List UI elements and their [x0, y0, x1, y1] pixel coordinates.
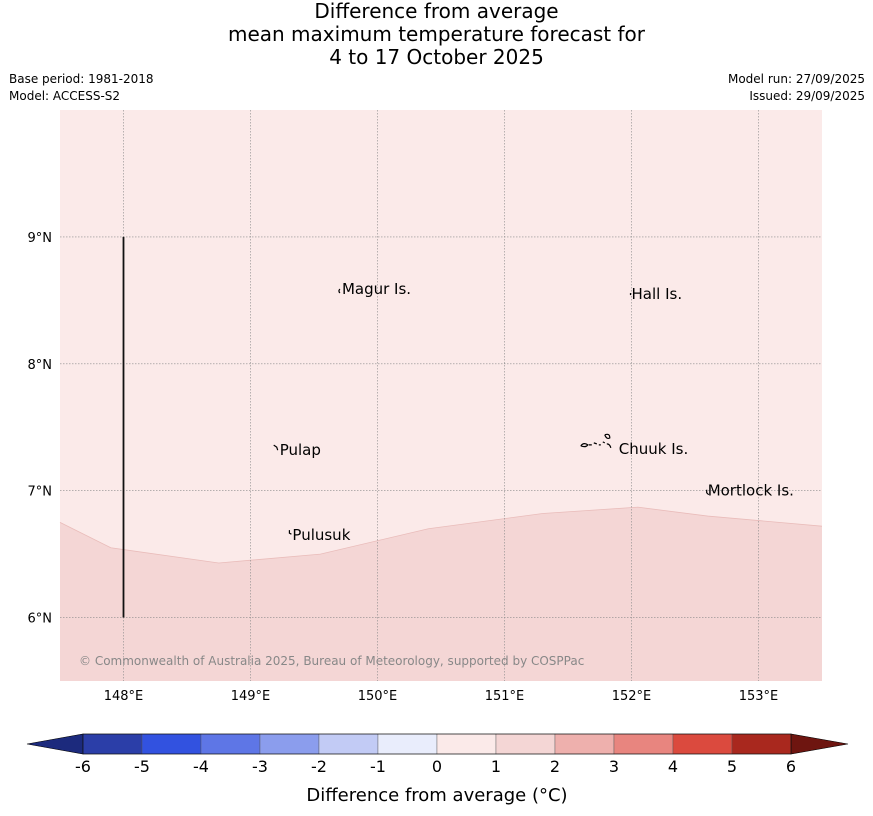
colorbar-tick-label: 6 [786, 757, 796, 776]
colorbar-tick-label: -5 [134, 757, 150, 776]
place-label: Magur Is. [342, 280, 411, 298]
colorbar-over-arrow [790, 733, 849, 755]
issued-text: Issued: 29/09/2025 [749, 89, 865, 103]
lat-tick-label: 8°N [28, 358, 53, 373]
place-label: Mortlock Is. [708, 482, 794, 500]
lon-tick-label: 149°E [231, 689, 271, 704]
title-line-1: Difference from average [314, 0, 559, 23]
meta-right: Model run: 27/09/2025 Issued: 29/09/2025 [728, 71, 865, 105]
colorbar-tick-label: 5 [727, 757, 737, 776]
forecast-area-1-to-2 [60, 507, 822, 681]
place-pulap: Pulap [273, 441, 321, 459]
meta-left: Base period: 1981-2018 Model: ACCESS-S2 [9, 71, 154, 105]
colorbar-bin [259, 733, 320, 755]
colorbar-tick-label: -3 [252, 757, 268, 776]
colorbar-tick-label: -2 [311, 757, 327, 776]
place-chuuk-is: Chuuk Is. [580, 433, 688, 458]
colorbar-bin [495, 733, 556, 755]
place-label: Hall Is. [632, 285, 683, 303]
title-line-3: 4 to 17 October 2025 [329, 45, 544, 69]
colorbar: -6 -5 -4 -3 -2 -1 0 1 2 3 4 5 6 [26, 733, 849, 776]
colorbar-frame [82, 733, 792, 755]
colorbar-tick-label: 4 [668, 757, 678, 776]
lon-tick-label: 148°E [104, 689, 144, 704]
colorbar-bin [82, 733, 143, 755]
colorbar-tick-label: -6 [75, 757, 91, 776]
island-outline [580, 433, 612, 449]
colorbar-tick-label: 0 [432, 757, 442, 776]
island-outline [288, 530, 292, 535]
island-outline [273, 444, 279, 451]
model-run-text: Model run: 27/09/2025 [727, 72, 865, 86]
colorbar-bin [554, 733, 615, 755]
island-outline [338, 288, 341, 294]
colorbar-bin [613, 733, 674, 755]
colorbar-bin [731, 733, 792, 755]
lat-tick-label: 6°N [28, 612, 53, 627]
lon-tick-label: 153°E [739, 689, 779, 704]
model-text: Model: ACCESS-S2 [9, 89, 121, 103]
colorbar-bin [436, 733, 497, 755]
colorbar-tick-label: 3 [609, 757, 619, 776]
place-label: Pulap [280, 441, 321, 459]
lat-tick-label: 9°N [28, 231, 53, 246]
place-magur-is: Magur Is. [338, 280, 411, 298]
colorbar-tick-label: 2 [550, 757, 560, 776]
map-panel: 148°E 149°E 150°E 151°E 152°E 153°E 6°N 7°N 8°N 9… [28, 110, 823, 704]
base-period-text: Base period: 1981-2018 [9, 72, 154, 86]
lon-tick-label: 151°E [485, 689, 525, 704]
copyright-text: © Commonwealth of Australia 2025, Bureau… [79, 654, 584, 668]
colorbar-bin [672, 733, 733, 755]
lon-tick-label: 152°E [612, 689, 652, 704]
colorbar-under-arrow [26, 733, 84, 755]
lat-tick-label: 7°N [28, 485, 53, 500]
map-title: Difference from average mean maximum tem… [0, 0, 873, 69]
colorbar-label: Difference from average (°C) [306, 785, 567, 806]
title-line-2: mean maximum temperature forecast for [227, 22, 645, 46]
colorbar-bin [377, 733, 438, 755]
colorbar-tick-label: 1 [491, 757, 501, 776]
contour-line-1C [59, 506, 823, 564]
colorbar-bin [200, 733, 261, 755]
colorbar-bin [318, 733, 379, 755]
place-label: Pulusuk [292, 526, 350, 544]
place-mortlock-is: Mortlock Is. [706, 482, 794, 500]
colorbar-tick-label: -4 [193, 757, 209, 776]
place-pulusuk: Pulusuk [288, 526, 351, 544]
colorbar-bin [141, 733, 202, 755]
place-hall-is: Hall Is. [629, 285, 683, 303]
colorbar-tick-label: -1 [370, 757, 386, 776]
lon-tick-label: 150°E [358, 689, 398, 704]
place-label: Chuuk Is. [619, 440, 688, 458]
island-outline [706, 489, 710, 496]
